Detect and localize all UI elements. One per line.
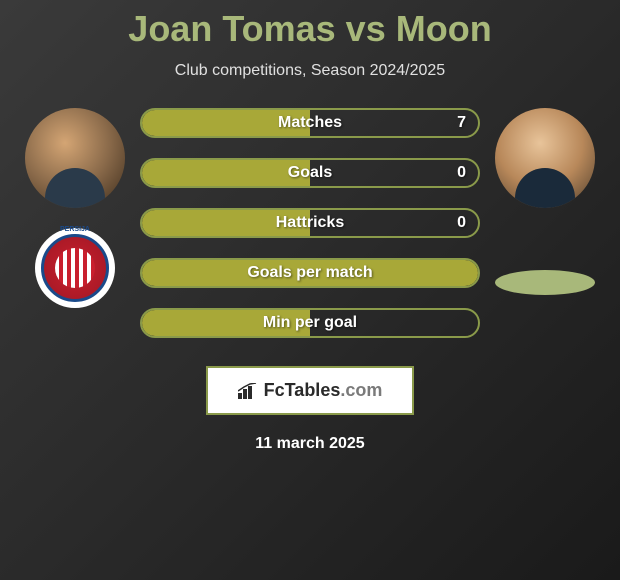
stat-bar-matches: Matches 7 — [140, 108, 480, 138]
stat-value-right: 0 — [457, 214, 466, 232]
date-label: 11 march 2025 — [255, 435, 364, 453]
stat-label: Min per goal — [263, 314, 357, 332]
stat-label: Matches — [278, 114, 342, 132]
club-logo-right — [495, 270, 595, 295]
subtitle: Club competitions, Season 2024/2025 — [175, 62, 445, 80]
right-player-column — [490, 108, 600, 295]
player-left-avatar — [25, 108, 125, 208]
main-content: PERSIJA Matches 7 Goals 0 Hattricks 0 — [0, 108, 620, 338]
stats-column: Matches 7 Goals 0 Hattricks 0 Goals per … — [140, 108, 480, 338]
club-logo-inner — [41, 234, 109, 302]
player-right-avatar — [495, 108, 595, 208]
brand-part1: FcTables — [264, 380, 341, 400]
stat-bar-goals: Goals 0 — [140, 158, 480, 188]
brand-box[interactable]: FcTables.com — [206, 366, 415, 415]
chart-icon — [238, 383, 258, 399]
club-logo-left: PERSIJA — [35, 228, 115, 308]
stat-bar-min-per-goal: Min per goal — [140, 308, 480, 338]
left-player-column: PERSIJA — [20, 108, 130, 308]
stat-label: Goals — [288, 164, 332, 182]
brand-name: FcTables.com — [264, 380, 383, 401]
stat-fill — [142, 160, 310, 186]
stat-value-right: 7 — [457, 114, 466, 132]
club-logo-stripes — [55, 248, 95, 288]
comparison-container: Joan Tomas vs Moon Club competitions, Se… — [0, 0, 620, 453]
brand-part2: .com — [340, 380, 382, 400]
stat-label: Goals per match — [247, 264, 372, 282]
stat-bar-hattricks: Hattricks 0 — [140, 208, 480, 238]
stat-label: Hattricks — [276, 214, 344, 232]
stat-value-right: 0 — [457, 164, 466, 182]
club-name-label: PERSIJA — [60, 226, 90, 233]
stat-bar-goals-per-match: Goals per match — [140, 258, 480, 288]
page-title: Joan Tomas vs Moon — [128, 8, 491, 50]
